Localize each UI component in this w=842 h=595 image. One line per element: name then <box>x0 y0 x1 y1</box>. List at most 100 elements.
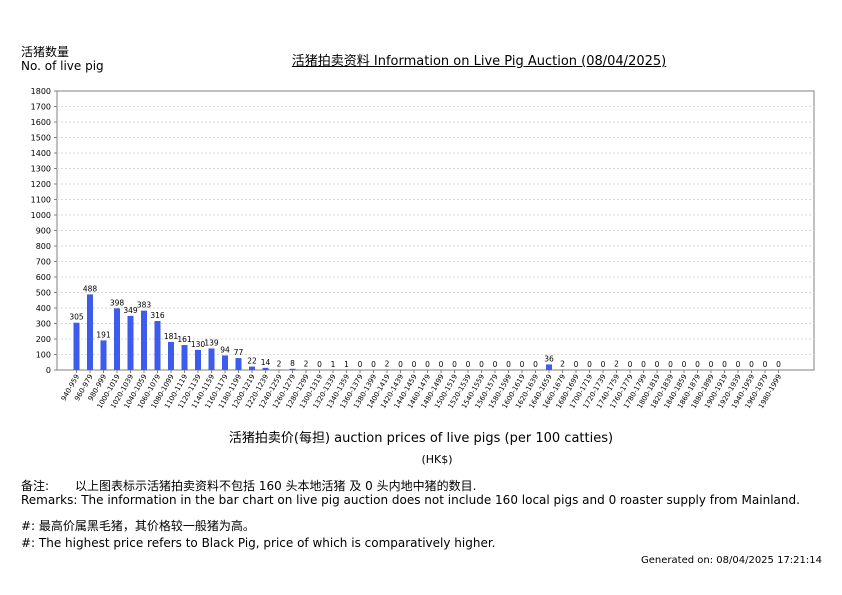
y-tick-label: 100 <box>36 351 51 360</box>
bar <box>546 364 552 370</box>
bar-value-label: 0 <box>439 360 444 369</box>
bar-value-label: 77 <box>234 348 244 357</box>
bar-value-label: 2 <box>277 360 282 369</box>
bar-value-label: 139 <box>204 338 219 347</box>
bar <box>127 315 134 370</box>
remark-zh-label: 备注: <box>21 479 50 493</box>
bar-value-label: 2 <box>560 360 565 369</box>
bar-value-label: 36 <box>544 354 554 363</box>
bar-value-label: 0 <box>736 360 741 369</box>
remark-en: Remarks: The information in the bar char… <box>21 493 800 507</box>
x-axis-unit: (HK$) <box>421 453 453 466</box>
bar-value-label: 0 <box>533 360 538 369</box>
bar-value-label: 0 <box>574 360 579 369</box>
bar-value-label: 0 <box>655 360 660 369</box>
bar <box>181 345 188 370</box>
bar-value-label: 0 <box>749 360 754 369</box>
bar-value-label: 0 <box>425 360 430 369</box>
y-tick-label: 1300 <box>31 165 51 174</box>
bar <box>154 321 161 370</box>
y-tick-label: 1100 <box>31 196 51 205</box>
bar <box>73 322 80 370</box>
bar-value-label: 0 <box>493 360 498 369</box>
bar-value-label: 181 <box>164 332 179 341</box>
y-tick-label: 500 <box>36 289 51 298</box>
bar-value-label: 0 <box>695 360 700 369</box>
bar-value-label: 0 <box>452 360 457 369</box>
y-tick-label: 900 <box>36 227 51 236</box>
bar-value-label: 349 <box>123 306 138 315</box>
plot-area <box>56 90 815 371</box>
bar-value-label: 1 <box>331 360 336 369</box>
bar-value-label: 0 <box>682 360 687 369</box>
bar-value-label: 0 <box>398 360 403 369</box>
bar-value-label: 0 <box>412 360 417 369</box>
bar-value-label: 94 <box>220 345 230 354</box>
bar <box>141 310 147 370</box>
bar-value-label: 2 <box>614 360 619 369</box>
bar <box>289 368 296 370</box>
y-tick-label: 800 <box>36 242 51 251</box>
bar-value-label: 8 <box>290 359 295 368</box>
y-tick-label: 1400 <box>31 149 51 158</box>
bar <box>249 366 255 370</box>
bar-value-label: 0 <box>641 360 646 369</box>
bar-value-label: 2 <box>304 360 309 369</box>
y-tick-label: 1200 <box>31 180 51 189</box>
bar-chart: 0100200300400500600700800900100011001200… <box>31 87 815 410</box>
bar-value-label: 14 <box>261 358 271 367</box>
bar-value-label: 1 <box>344 360 349 369</box>
y-tick-label: 200 <box>36 335 51 344</box>
y-axis-label-en: No. of live pig <box>21 59 104 73</box>
footnote-zh: #: 最高价属黑毛猪，其价格较一般猪为高。 <box>21 519 255 533</box>
bar-value-label: 0 <box>358 360 363 369</box>
bar-value-label: 0 <box>601 360 606 369</box>
y-tick-label: 1700 <box>31 103 51 112</box>
remark-zh: 以上图表标示活猪拍卖资料不包括 160 头本地活猪 及 0 头内地中猪的数目. <box>75 479 477 493</box>
bar-value-label: 0 <box>587 360 592 369</box>
bar-value-label: 0 <box>317 360 322 369</box>
y-axis-label-zh: 活猪数量 <box>21 45 70 59</box>
y-tick-label: 700 <box>36 258 51 267</box>
bar <box>114 308 120 370</box>
bar <box>235 358 242 370</box>
bar <box>195 349 201 370</box>
bar-value-label: 0 <box>776 360 781 369</box>
y-tick-label: 400 <box>36 304 51 313</box>
bar-value-label: 0 <box>722 360 727 369</box>
bar-value-label: 0 <box>628 360 633 369</box>
bar-value-label: 2 <box>385 360 390 369</box>
y-tick-label: 300 <box>36 320 51 329</box>
bar-value-label: 130 <box>191 340 206 349</box>
bar <box>87 294 93 370</box>
chart-title: 活猪拍卖资料 Information on Live Pig Auction (… <box>291 54 667 69</box>
bar-value-label: 488 <box>83 284 98 293</box>
y-tick-label: 1800 <box>31 87 51 96</box>
bar-value-label: 383 <box>137 301 152 310</box>
y-tick-label: 0 <box>46 366 51 375</box>
bar <box>262 367 269 370</box>
bar-value-label: 398 <box>110 298 125 307</box>
bar-value-label: 0 <box>466 360 471 369</box>
bar-value-label: 305 <box>69 313 84 322</box>
bar-value-label: 0 <box>371 360 376 369</box>
bar <box>222 355 228 370</box>
generated-timestamp: Generated on: 08/04/2025 17:21:14 <box>641 555 822 566</box>
bar-value-label: 0 <box>763 360 768 369</box>
bar <box>208 348 215 370</box>
bar-value-label: 0 <box>709 360 714 369</box>
bar-value-label: 0 <box>668 360 673 369</box>
bar <box>100 340 107 370</box>
bar-value-label: 316 <box>150 311 165 320</box>
y-tick-label: 600 <box>36 273 51 282</box>
footnote-en: #: The highest price refers to Black Pig… <box>21 536 496 550</box>
y-tick-label: 1500 <box>31 134 51 143</box>
bar-value-label: 191 <box>96 330 111 339</box>
bar <box>168 341 174 370</box>
bar-value-label: 0 <box>520 360 525 369</box>
x-axis-label: 活猪拍卖价(每担) auction prices of live pigs (p… <box>228 431 614 446</box>
bar-value-label: 0 <box>506 360 511 369</box>
bar-value-label: 22 <box>247 357 257 366</box>
y-tick-label: 1600 <box>31 118 51 127</box>
bar-value-label: 161 <box>177 335 192 344</box>
